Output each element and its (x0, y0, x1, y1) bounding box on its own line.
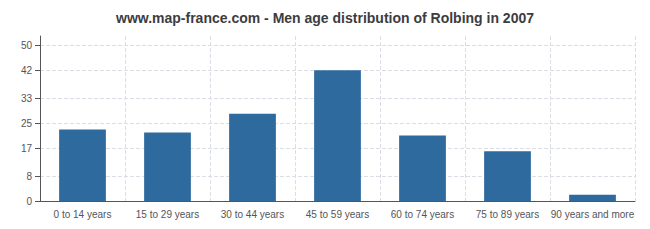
svg-text:75 to 89 years: 75 to 89 years (476, 209, 539, 220)
svg-text:8: 8 (26, 171, 32, 182)
svg-text:50: 50 (21, 40, 33, 51)
svg-text:30 to 44 years: 30 to 44 years (221, 209, 284, 220)
svg-text:15 to 29 years: 15 to 29 years (136, 209, 199, 220)
svg-text:17: 17 (21, 143, 33, 154)
svg-text:42: 42 (21, 65, 33, 76)
svg-text:45 to 59 years: 45 to 59 years (306, 209, 369, 220)
svg-text:0: 0 (26, 196, 32, 207)
svg-text:0 to 14 years: 0 to 14 years (54, 209, 112, 220)
svg-text:www.map-france.com - Men age d: www.map-france.com - Men age distributio… (115, 10, 534, 26)
svg-text:60 to 74 years: 60 to 74 years (391, 209, 454, 220)
svg-text:90 years and more: 90 years and more (551, 209, 635, 220)
svg-text:25: 25 (21, 118, 33, 129)
svg-text:33: 33 (21, 93, 33, 104)
